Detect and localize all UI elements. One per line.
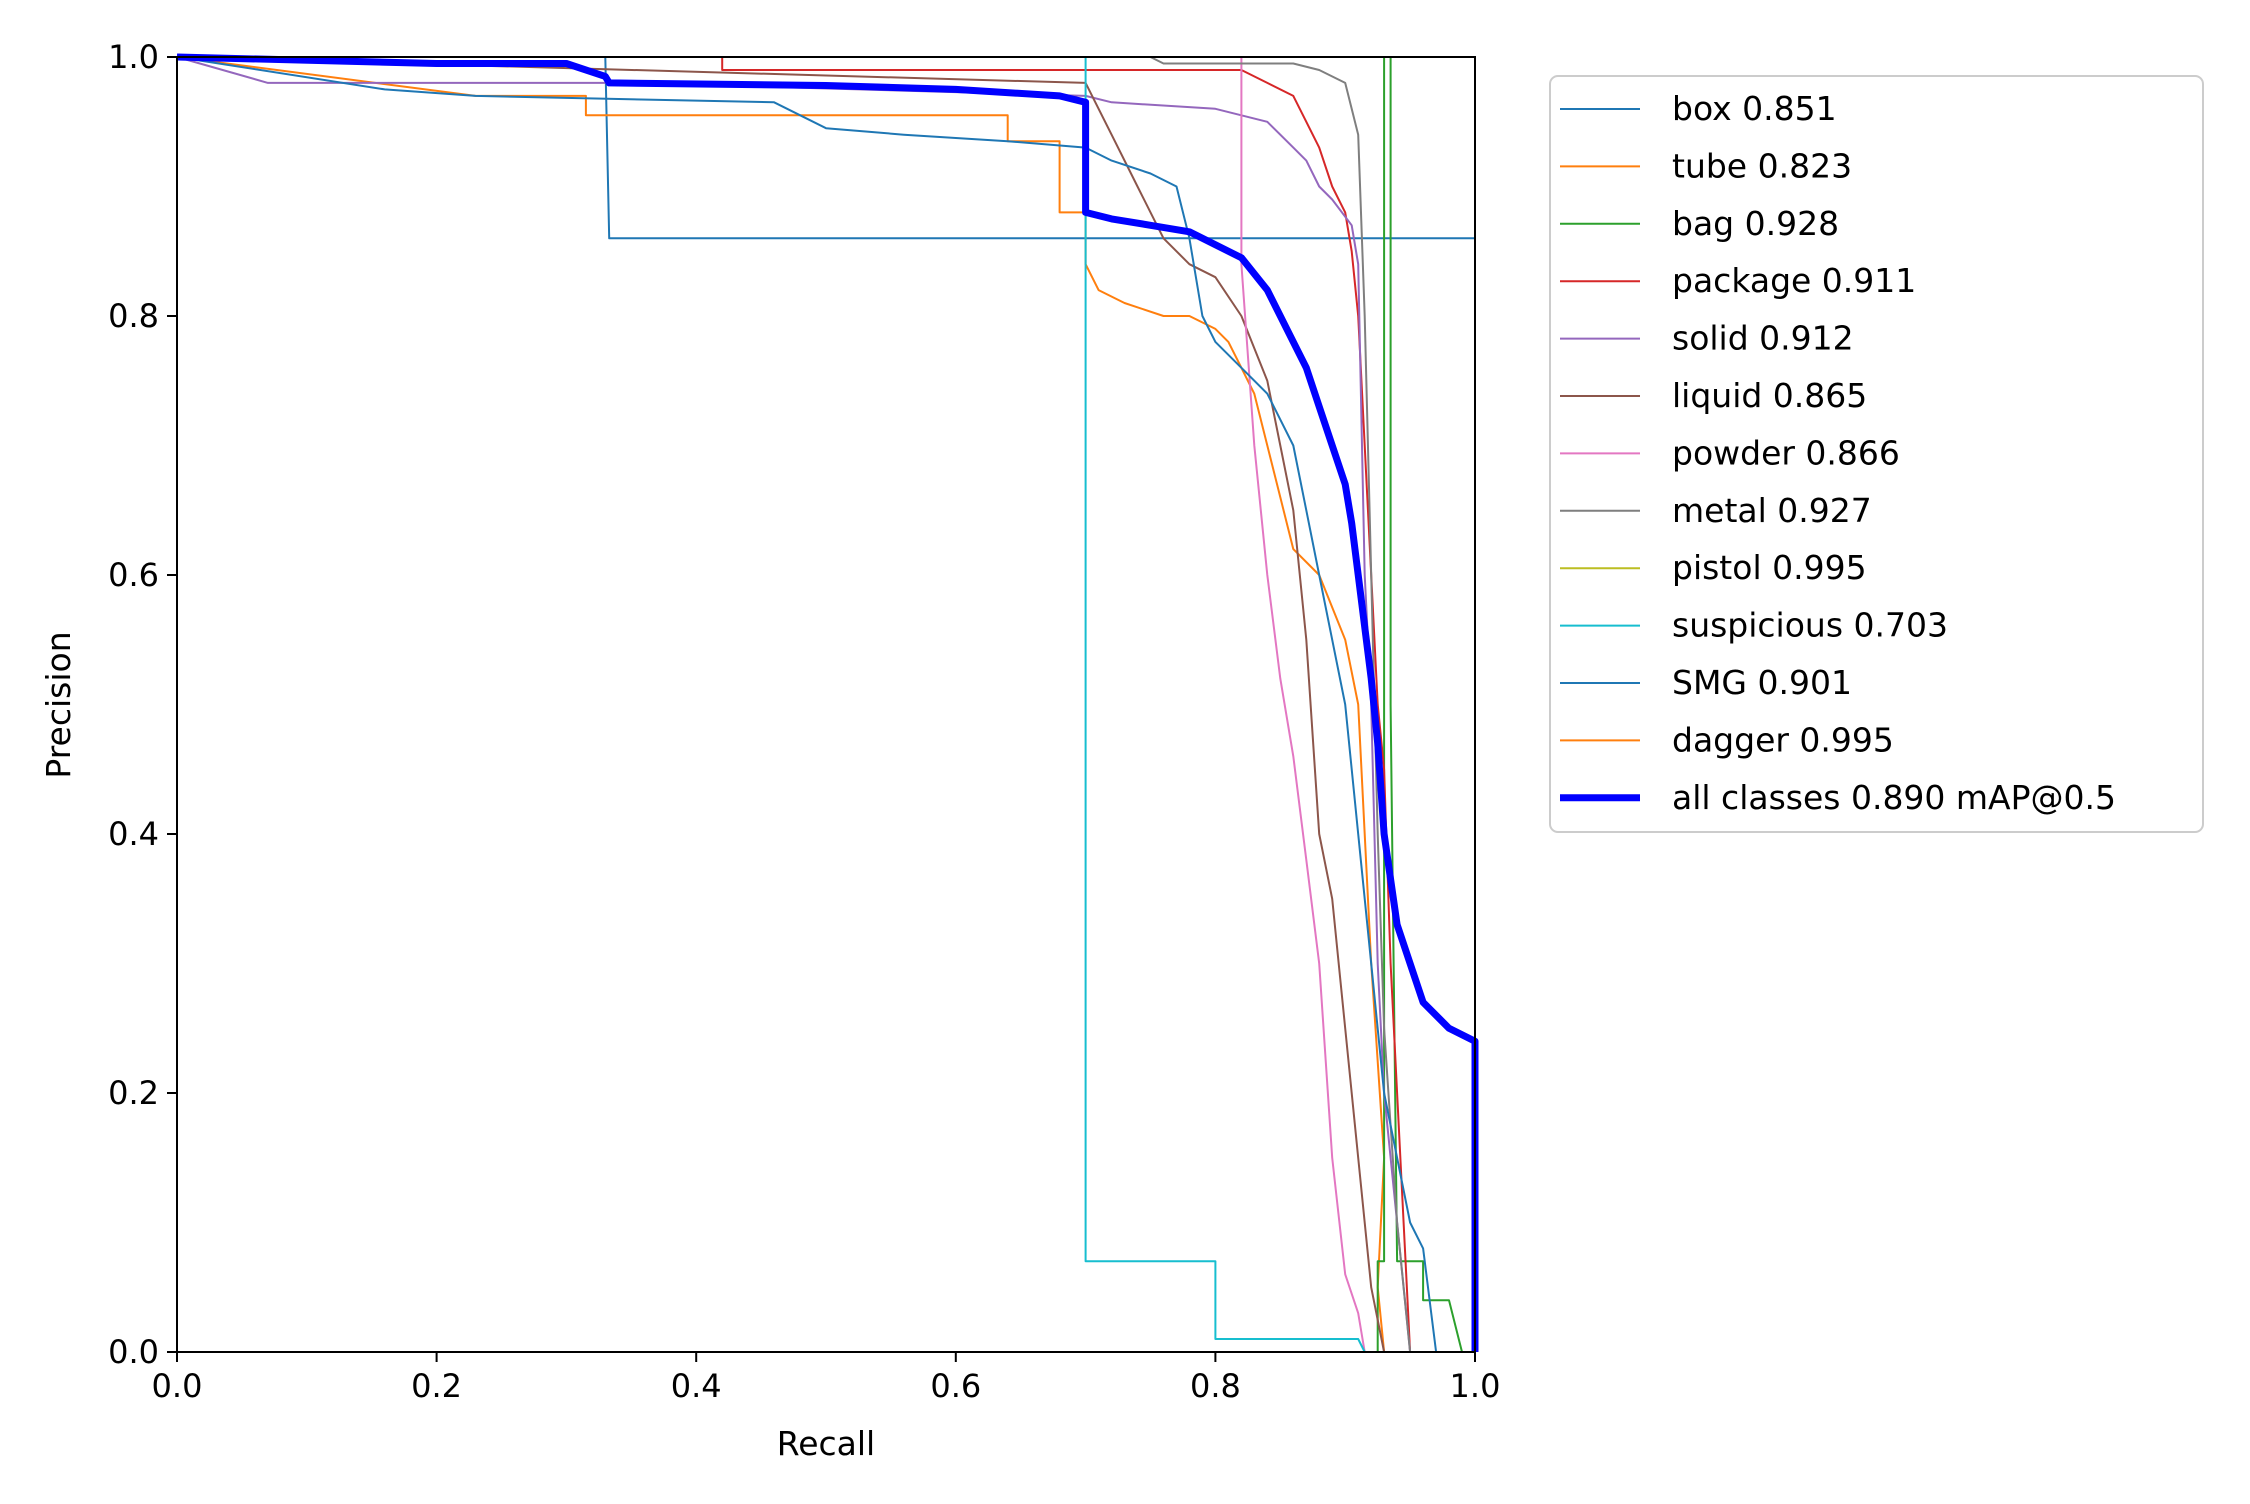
legend-entry: metal 0.927 xyxy=(1560,491,1872,530)
legend-entry: powder 0.866 xyxy=(1560,433,1900,472)
legend-entry: solid 0.912 xyxy=(1560,319,1854,358)
y-tick-label: 0.2 xyxy=(108,1074,159,1112)
axis-ticks: 0.0 0.2 0.4 0.6 0.8 1.0 0.0 0.2 0.4 0.6 0.8 1.0 xyxy=(108,38,1500,1405)
legend-entry: suspicious 0.703 xyxy=(1560,606,1948,645)
legend-label: powder 0.866 xyxy=(1672,433,1900,472)
legend-label: package 0.911 xyxy=(1672,261,1916,300)
legend-label: all classes 0.890 mAP@0.5 xyxy=(1672,778,2116,817)
series-lines xyxy=(176,53,1479,1353)
y-tick-label: 0.6 xyxy=(108,556,159,594)
x-tick-label: 0.8 xyxy=(1190,1367,1241,1405)
legend-label: solid 0.912 xyxy=(1672,319,1854,358)
legend: box 0.851 tube 0.823 bag 0.928 package 0.91… xyxy=(1549,75,2204,833)
series-line-2 xyxy=(1376,56,1463,1353)
series-line-9 xyxy=(177,56,1366,1353)
legend-label: suspicious 0.703 xyxy=(1672,606,1948,645)
legend-entry: liquid 0.865 xyxy=(1560,376,1867,415)
legend-label: tube 0.823 xyxy=(1672,146,1852,185)
legend-entry: SMG 0.901 xyxy=(1560,663,1852,702)
legend-entry: all classes 0.890 mAP@0.5 xyxy=(1560,778,2116,817)
legend-label: pistol 0.995 xyxy=(1672,548,1867,587)
series-line-3 xyxy=(177,56,1412,1353)
y-axis-label: Precision xyxy=(39,631,78,778)
legend-entry: dagger 0.995 xyxy=(1560,720,1894,759)
legend-entry: tube 0.823 xyxy=(1560,146,1852,185)
legend-entry: bag 0.928 xyxy=(1560,204,1839,243)
series-line-5 xyxy=(176,56,1386,1353)
legend-entries: box 0.851 tube 0.823 bag 0.928 package 0.91… xyxy=(1560,89,2116,817)
legend-label: liquid 0.865 xyxy=(1672,376,1867,415)
series-line-7 xyxy=(177,56,1412,1353)
series-line-10 xyxy=(176,56,1438,1353)
series-line-11 xyxy=(177,56,1476,1352)
y-tick-label: 0.4 xyxy=(108,815,159,853)
x-tick-label: 0.2 xyxy=(411,1367,462,1405)
x-tick-label: 0.4 xyxy=(671,1367,722,1405)
series-line-1 xyxy=(176,56,1386,1353)
x-axis-label: Recall xyxy=(777,1424,875,1463)
legend-label: dagger 0.995 xyxy=(1672,720,1894,759)
legend-label: metal 0.927 xyxy=(1672,491,1872,530)
plot-frame xyxy=(176,56,1476,1353)
legend-label: SMG 0.901 xyxy=(1672,663,1852,702)
y-tick-label: 0.0 xyxy=(108,1333,159,1371)
legend-entry: box 0.851 xyxy=(1560,89,1837,128)
series-line-6 xyxy=(177,56,1366,1353)
y-tick-label: 0.8 xyxy=(108,297,159,335)
legend-box xyxy=(1549,75,2204,833)
x-tick-label: 1.0 xyxy=(1450,1367,1501,1405)
series-line-8 xyxy=(177,56,1476,1352)
legend-label: box 0.851 xyxy=(1672,89,1837,128)
legend-entry: package 0.911 xyxy=(1560,261,1916,300)
legend-entry: pistol 0.995 xyxy=(1560,548,1867,587)
legend-label: bag 0.928 xyxy=(1672,204,1839,243)
y-tick-label: 1.0 xyxy=(108,38,159,76)
x-tick-label: 0.0 xyxy=(152,1367,203,1405)
series-line-4 xyxy=(176,56,1412,1353)
series-line-12 xyxy=(176,53,1479,1352)
x-tick-label: 0.6 xyxy=(930,1367,981,1405)
